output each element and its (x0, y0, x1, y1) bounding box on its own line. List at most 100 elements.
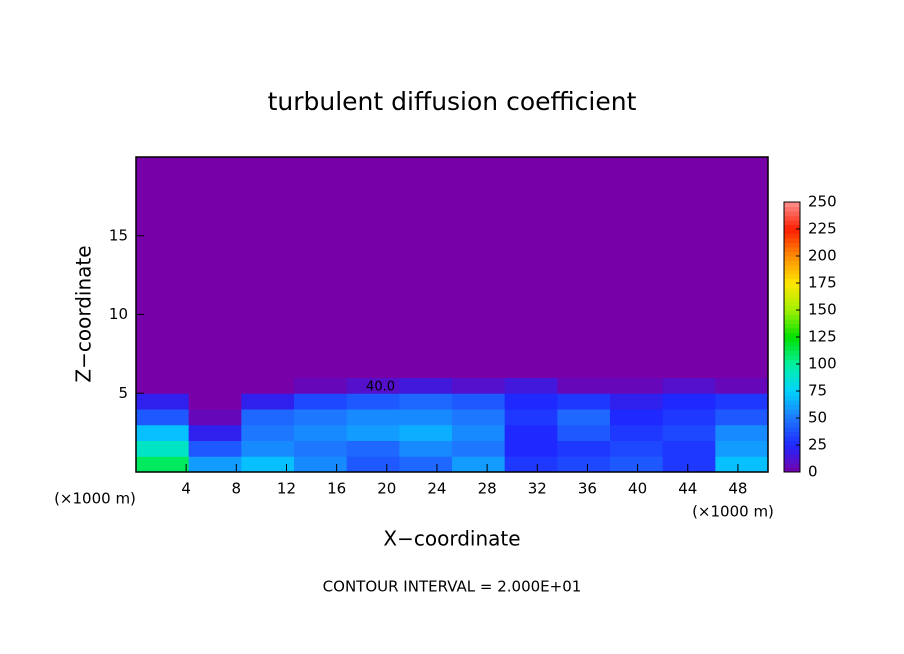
y-tick-label: 10 (109, 305, 128, 323)
chart-title: turbulent diffusion coefficient (268, 87, 637, 116)
heat-cell (557, 409, 611, 426)
heat-cell (136, 440, 190, 457)
heat-cell (294, 157, 348, 378)
heat-cell (346, 456, 400, 473)
colorbar-segment (784, 323, 800, 329)
heat-cell (399, 424, 453, 441)
x-tick-label: 28 (478, 480, 497, 498)
colorbar-segment (784, 422, 800, 428)
colorbar-segment (784, 206, 800, 212)
heat-cell (188, 440, 242, 457)
heat-cell (557, 157, 611, 378)
colorbar-segment (784, 382, 800, 387)
colorbar-tick-label: 125 (808, 328, 837, 346)
colorbar-segment (784, 449, 800, 455)
colorbar-segment (784, 418, 800, 423)
colorbar-segment (784, 467, 800, 473)
colorbar-segment (784, 395, 800, 401)
colorbar-segment (784, 346, 800, 351)
colorbar-segment (784, 229, 800, 234)
x-tick-label: 44 (678, 480, 697, 498)
heat-cell (662, 393, 716, 410)
colorbar-segment (784, 224, 800, 230)
heat-cell (662, 409, 716, 426)
colorbar-segment (784, 328, 800, 333)
colorbar-segment (784, 341, 800, 347)
heat-cell (662, 440, 716, 457)
colorbar-segment (784, 310, 800, 315)
colorbar-segment (784, 233, 800, 239)
heat-cell (557, 424, 611, 441)
heat-cell (610, 440, 664, 457)
heat-cell (715, 377, 769, 394)
heat-cell (188, 393, 242, 410)
colorbar-segment (784, 260, 800, 266)
heat-cell (504, 440, 558, 457)
heat-cell (504, 393, 558, 410)
heat-cell (504, 157, 558, 378)
colorbar-segment (784, 247, 800, 252)
colorbar-segment (784, 251, 800, 257)
heat-cell (241, 157, 295, 378)
colorbar-tick-label: 175 (808, 274, 837, 292)
colorbar-segment (784, 265, 800, 270)
heat-cell (662, 157, 716, 378)
colorbar-segment (784, 445, 800, 450)
heat-cell (241, 377, 295, 394)
colorbar-segment (784, 400, 800, 405)
contour-label: 40.0 (366, 379, 395, 394)
colorbar-segment (784, 386, 800, 392)
heat-cell (136, 157, 190, 378)
heat-cell (188, 157, 242, 378)
colorbar-tick-label: 250 (808, 193, 837, 211)
heat-cell (557, 440, 611, 457)
y-axis-label: Z−coordinate (72, 245, 96, 382)
heat-cell (136, 409, 190, 426)
heat-cell (504, 456, 558, 473)
colorbar-tick-label: 150 (808, 301, 837, 319)
colorbar-segment (784, 242, 800, 248)
colorbar-segment (784, 238, 800, 243)
heat-cell (188, 377, 242, 394)
colorbar-tick-label: 75 (808, 382, 827, 400)
heat-cell (715, 440, 769, 457)
heat-cell (662, 377, 716, 394)
colorbar-tick-label: 225 (808, 220, 837, 238)
colorbar-segment (784, 463, 800, 468)
x-tick-label: 4 (181, 480, 191, 498)
colorbar-segment (784, 364, 800, 369)
heat-cell (557, 456, 611, 473)
colorbar-segment (784, 427, 800, 432)
heat-cell (557, 393, 611, 410)
colorbar-segment (784, 436, 800, 441)
colorbar-segment (784, 404, 800, 410)
x-tick-label: 24 (427, 480, 446, 498)
heat-cell (188, 424, 242, 441)
heat-cell (346, 393, 400, 410)
heat-cell (662, 456, 716, 473)
colorbar-segment (784, 377, 800, 383)
colorbar-segment (784, 458, 800, 464)
colorbar-segment (784, 413, 800, 419)
heat-cell (136, 424, 190, 441)
colorbar-segment (784, 368, 800, 374)
heat-cell (399, 409, 453, 426)
heat-cell (452, 157, 506, 378)
heat-cell (294, 393, 348, 410)
colorbar-segment (784, 359, 800, 365)
heat-cell (188, 409, 242, 426)
heat-cell (504, 424, 558, 441)
colorbar-segment (784, 278, 800, 284)
heat-cell (188, 456, 242, 473)
x-tick-label: 16 (327, 480, 346, 498)
heat-cell (399, 456, 453, 473)
heat-cell (662, 424, 716, 441)
heat-cell (399, 157, 453, 378)
heat-cell (610, 409, 664, 426)
x-tick-label: 20 (377, 480, 396, 498)
x-unit-right: (×1000 m) (692, 503, 774, 521)
colorbar-segment (784, 391, 800, 396)
colorbar-segment (784, 296, 800, 302)
heat-cell (715, 409, 769, 426)
